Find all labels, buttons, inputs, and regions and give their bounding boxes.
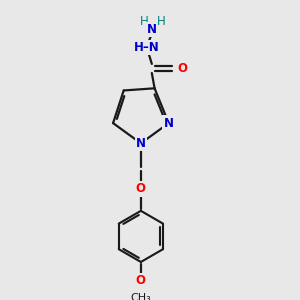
Text: O: O xyxy=(177,62,187,75)
Text: CH₃: CH₃ xyxy=(130,293,151,300)
Text: N: N xyxy=(164,117,174,130)
Text: H: H xyxy=(157,15,165,28)
Text: O: O xyxy=(136,274,146,287)
Text: N: N xyxy=(147,23,157,36)
Text: O: O xyxy=(136,182,146,195)
Text: N: N xyxy=(136,137,146,150)
Text: H: H xyxy=(140,15,149,28)
Text: H–N: H–N xyxy=(134,41,159,54)
